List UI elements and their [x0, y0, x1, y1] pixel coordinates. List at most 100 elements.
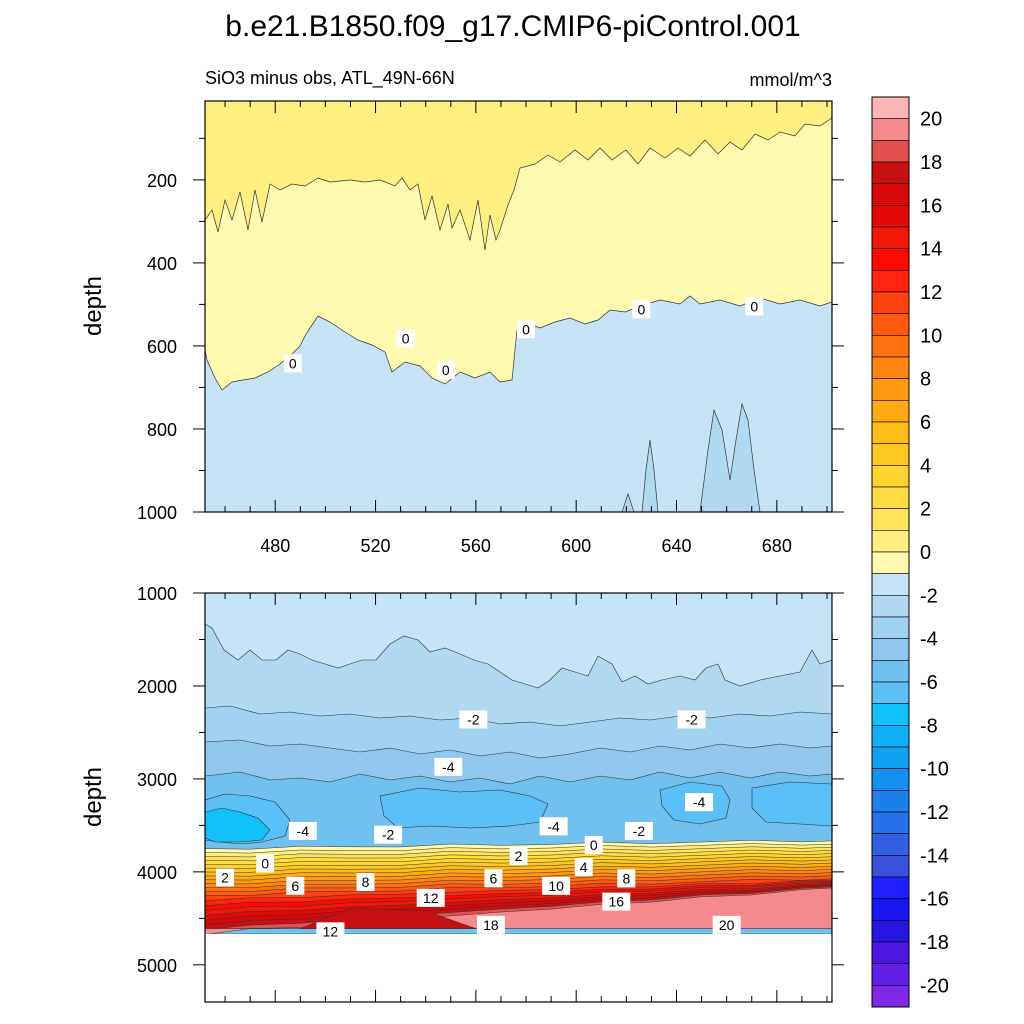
- contour-label: 0: [522, 321, 530, 337]
- colorbar-label: 10: [920, 325, 942, 347]
- colorbar: 20181614121086420-2-4-6-8-10-12-14-16-18…: [871, 96, 949, 1008]
- colorbar-label: 20: [920, 109, 942, 131]
- contour-label-box: [617, 869, 636, 888]
- contour-label-box: [574, 858, 593, 877]
- colorbar-swatch: [871, 530, 910, 553]
- contour-label-box: [584, 835, 603, 854]
- contour-label-box: [476, 915, 505, 934]
- contour-label: 10: [548, 878, 564, 894]
- y-tick-label: 600: [147, 337, 177, 357]
- colorbar-label: 0: [920, 542, 931, 564]
- contour-label: 16: [609, 894, 625, 910]
- contour-label-box: [288, 821, 317, 840]
- bottom-panel-frame: [204, 592, 833, 1003]
- contour-label: 4: [580, 859, 588, 875]
- colorbar-swatch: [871, 681, 910, 704]
- colorbar-swatch: [871, 746, 910, 769]
- colorbar-swatch: [871, 378, 910, 401]
- contour-label-box: [712, 915, 741, 934]
- bottom-panel: 1000 2000 3000 4000 5000 -2 -2 -4 -4 -4 -4 -2 -2 0 0 2…: [80, 584, 844, 1003]
- contour-label: 6: [291, 878, 299, 894]
- y-tick-label: 1000: [137, 584, 177, 604]
- colorbar-swatch: [871, 920, 910, 943]
- x-tick-label: 520: [361, 536, 391, 556]
- figure-title: b.e21.B1850.f09_g17.CMIP6-piControl.001: [225, 10, 800, 43]
- panel-subtitle: SiO3 minus obs, ATL_49N-66N: [205, 68, 455, 89]
- contour-label-box: [632, 300, 651, 319]
- colorbar-label: 12: [920, 282, 942, 304]
- colorbar-swatch: [871, 725, 910, 748]
- bottom-minus-five-core-4: [751, 781, 832, 827]
- contour-label-box: [624, 821, 653, 840]
- contour-label: 12: [423, 890, 439, 906]
- y-tick-label: 3000: [137, 770, 177, 790]
- colorbar-swatch: [871, 140, 910, 163]
- colorbar-label: 2: [920, 499, 931, 521]
- colorbar-swatch: [871, 443, 910, 466]
- x-tick-label: 600: [561, 536, 591, 556]
- top-deep-negative-patch-2: [699, 402, 761, 512]
- colorbar-swatch: [871, 183, 910, 206]
- colorbar-swatch: [871, 638, 910, 661]
- contour-label-box: [216, 868, 235, 887]
- x-tick-label: 680: [762, 536, 792, 556]
- contour-label-box: [374, 825, 403, 844]
- contour-label: 0: [402, 330, 410, 346]
- colorbar-swatch: [871, 248, 910, 271]
- colorbar-swatch: [871, 703, 910, 726]
- contour-label-box: [542, 876, 571, 895]
- contour-label-box: [416, 888, 445, 907]
- contour-label-box: [517, 320, 536, 339]
- colorbar-swatch: [871, 985, 910, 1008]
- colorbar-swatch: [871, 573, 910, 596]
- colorbar-label: 18: [920, 152, 942, 174]
- colorbar-label: 6: [920, 412, 931, 434]
- bottom-minus-six-core: [205, 807, 271, 843]
- colorbar-label: -4: [920, 629, 938, 651]
- contour-label: 6: [490, 870, 498, 886]
- y-tick-label: 200: [147, 171, 177, 191]
- contour-label: 0: [261, 855, 269, 871]
- colorbar-label: -8: [920, 715, 938, 737]
- contour-label: 20: [719, 917, 735, 933]
- colorbar-swatch: [871, 963, 910, 986]
- contour-label-box: [745, 297, 764, 316]
- contour-label: -4: [547, 818, 560, 834]
- contour-label-box: [509, 847, 528, 866]
- colorbar-swatch: [871, 811, 910, 834]
- colorbar-swatch: [871, 660, 910, 683]
- top-contour-labels: 0 0 0 0 0 0: [283, 297, 764, 380]
- colorbar-label: -2: [920, 585, 938, 607]
- colorbar-label: -10: [920, 759, 949, 781]
- contour-label: -2: [467, 711, 480, 727]
- colorbar-swatch: [871, 421, 910, 444]
- contour-label: 12: [323, 923, 339, 939]
- top-deep-negative-patch-3: [621, 492, 635, 512]
- contour-label: 0: [289, 355, 297, 371]
- top-field-two-to-four: [205, 101, 832, 251]
- top-deep-negative-patch-1: [641, 439, 659, 512]
- colorbar-swatch: [871, 96, 910, 119]
- colorbar-label: -6: [920, 672, 938, 694]
- colorbar-swatch: [871, 595, 910, 618]
- bottom-positive-bands: [205, 840, 832, 935]
- colorbar-label: 14: [920, 239, 942, 261]
- colorbar-label: -16: [920, 889, 949, 911]
- contour-label: 18: [483, 917, 499, 933]
- colorbar-swatch: [871, 118, 910, 141]
- contour-label-box: [436, 361, 455, 380]
- y-tick-label: 4000: [137, 863, 177, 883]
- contour-label: -2: [633, 823, 646, 839]
- contour-label-box: [356, 873, 375, 892]
- colorbar-swatch: [871, 161, 910, 184]
- colorbar-swatch: [871, 226, 910, 249]
- top-y-ticks: 200 400 600 800 1000: [137, 137, 844, 523]
- contour-label: 0: [750, 299, 758, 315]
- colorbar-swatch: [871, 941, 910, 964]
- bottom-contour-labels: -2 -2 -4 -4 -4 -4 -2 -2 0 0 2 2 4 6 6 8 8 10 12 16 12 18 20: [216, 710, 741, 941]
- contour-label: 2: [221, 869, 229, 885]
- contour-label-box: [283, 354, 302, 373]
- y-tick-label: 1000: [137, 503, 177, 523]
